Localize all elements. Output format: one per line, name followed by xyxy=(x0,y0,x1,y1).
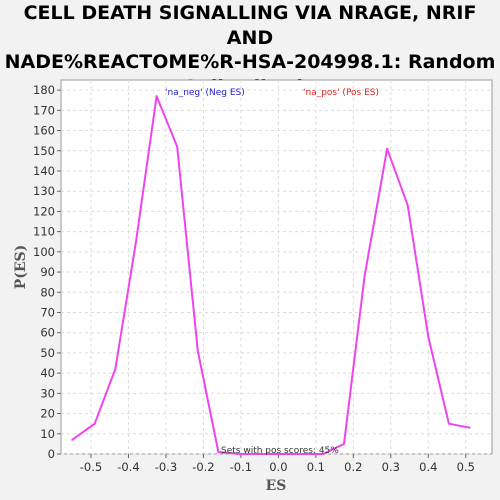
series-line xyxy=(71,95,470,455)
y-axis-label: P(ES) xyxy=(13,245,29,290)
y-tick-label: 90 xyxy=(40,265,55,279)
data-point xyxy=(114,368,117,371)
x-tick-label: -0.2 xyxy=(192,460,214,474)
y-tick-label: 100 xyxy=(33,245,55,259)
y-tick-label: 180 xyxy=(33,83,55,97)
data-point xyxy=(468,426,471,429)
y-tick-label: 130 xyxy=(33,184,55,198)
chart-title-line-1: CELL DEATH SIGNALLING VIA NRAGE, NRIF AN… xyxy=(23,2,477,49)
data-point xyxy=(322,453,325,455)
x-tick-label: -0.5 xyxy=(80,460,102,474)
y-tick-label: 160 xyxy=(33,124,55,138)
x-tick-label: 0.4 xyxy=(419,460,437,474)
legend-pos: 'na_pos' (Pos ES) xyxy=(303,88,379,98)
data-point xyxy=(238,453,241,455)
y-tick-label: 20 xyxy=(40,407,55,421)
data-point xyxy=(196,349,199,352)
y-tick-label: 10 xyxy=(40,427,55,441)
y-tick-label: 70 xyxy=(40,305,55,319)
y-tick-label: 60 xyxy=(40,326,55,340)
grid xyxy=(61,80,492,455)
y-tick-label: 120 xyxy=(33,204,55,218)
data-point xyxy=(386,147,389,150)
axis-ticks: -0.5 -0.4 -0.3 -0.2 -0.1 0.0 0.1 0.2 0.3 0.4 0.5 0 1… xyxy=(33,83,475,474)
y-tick-label: 40 xyxy=(40,366,55,380)
pos-scores-annotation: Sets with pos scores: 45% xyxy=(221,446,339,456)
y-tick-label: 0 xyxy=(48,447,55,461)
x-tick-label: 0.0 xyxy=(269,460,287,474)
data-point xyxy=(406,204,409,207)
x-tick-label: 0.1 xyxy=(307,460,325,474)
x-tick-label: -0.4 xyxy=(117,460,139,474)
data-point xyxy=(363,275,366,278)
y-tick-label: 80 xyxy=(40,285,55,299)
series-layer xyxy=(71,95,471,455)
x-tick-label: 0.3 xyxy=(382,460,400,474)
data-point xyxy=(299,453,302,455)
x-axis-label: ES xyxy=(266,478,287,494)
y-tick-label: 170 xyxy=(33,103,55,117)
data-point xyxy=(279,453,282,455)
y-tick-label: 30 xyxy=(40,386,55,400)
data-point xyxy=(342,442,345,445)
data-point xyxy=(427,335,430,338)
data-point xyxy=(176,145,179,148)
data-point xyxy=(155,95,158,98)
x-tick-label: 0.2 xyxy=(344,460,362,474)
plot-area xyxy=(60,79,493,455)
y-tick-label: 110 xyxy=(33,225,55,239)
data-point xyxy=(217,450,220,453)
data-point xyxy=(258,453,261,455)
x-tick-label: -0.1 xyxy=(230,460,252,474)
data-point xyxy=(447,422,450,425)
legend-neg: 'na_neg' (Neg ES) xyxy=(165,88,245,98)
y-tick-label: 150 xyxy=(33,144,55,158)
x-tick-label: -0.3 xyxy=(155,460,177,474)
data-point xyxy=(93,422,96,425)
data-point xyxy=(134,240,137,243)
y-tick-label: 50 xyxy=(40,346,55,360)
data-point xyxy=(71,438,74,441)
chart-title-line-2: NADE%REACTOME%R-HSA-204998.1: Random xyxy=(4,51,496,73)
y-tick-label: 140 xyxy=(33,164,55,178)
x-tick-label: 0.5 xyxy=(457,460,475,474)
